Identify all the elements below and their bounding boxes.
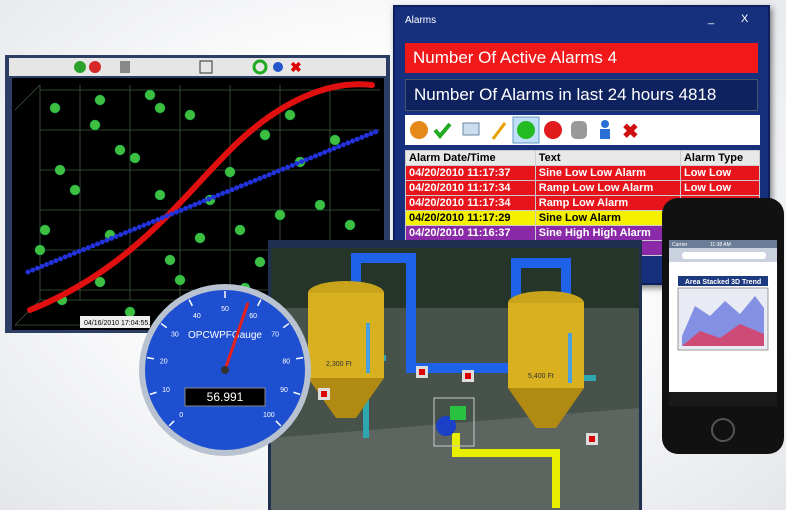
title-bar: Alarms _ X	[395, 7, 768, 37]
clock: 11:38 AM	[710, 242, 731, 248]
tank-level: 5,400 Ft	[528, 373, 554, 380]
gauge-tick-label: 10	[162, 387, 170, 394]
column-header: Text	[535, 151, 680, 166]
alarm-toolbar: ✖	[405, 115, 760, 145]
alarm-cell: Low Low	[680, 166, 759, 181]
column-header: Alarm Date/Time	[406, 151, 536, 166]
gauge-tick-label: 70	[271, 332, 279, 339]
phone: Carrier 11:38 AM Area Stacked 3D Trend	[660, 196, 786, 458]
alarm-cell: 04/20/2010 11:17:34	[406, 181, 536, 196]
motor	[450, 406, 466, 420]
column-header: Alarm Type	[680, 151, 759, 166]
gauge-tick-label: 60	[249, 313, 257, 320]
gauge-tick-label: 20	[160, 358, 168, 365]
alarm-cell: 04/20/2010 11:17:37	[406, 166, 536, 181]
gauge-value: 56.991	[207, 390, 244, 404]
window-icon[interactable]	[463, 123, 479, 135]
needle-hub	[221, 366, 229, 374]
toolbar	[9, 58, 386, 76]
alarm-cell: Ramp Low Low Alarm	[535, 181, 680, 196]
delete-icon[interactable]: ✖	[622, 121, 639, 143]
ack-icon[interactable]	[435, 124, 450, 136]
user-body	[600, 129, 610, 139]
alarm-cell: 04/20/2010 11:17:29	[406, 211, 536, 226]
process-view: 2,300 Ft 5,400 Ft	[266, 238, 644, 510]
gauge-tick-label: 50	[221, 306, 229, 313]
gauge: OPCWPFGauge 0 10 20 30 40 50 60 70 80 90 100 56.99…	[135, 282, 315, 462]
nav-bar	[669, 392, 777, 406]
gauge-tick-label: 40	[193, 313, 201, 320]
active-alarms-banner: Number Of Active Alarms 4	[405, 43, 758, 73]
alarm-cell: Ramp Low Alarm	[535, 196, 680, 211]
gauge-tick-label: 30	[171, 332, 179, 339]
close-button[interactable]: X	[741, 13, 748, 25]
green-icon[interactable]	[517, 121, 535, 139]
window-title: Alarms	[405, 15, 436, 26]
user-icon[interactable]	[601, 120, 609, 128]
minimize-button[interactable]: _	[708, 13, 714, 25]
gauge-tick-label: 80	[282, 358, 290, 365]
alarm-cell: Low Low	[680, 181, 759, 196]
gauge-title: OPCWPFGauge	[188, 330, 262, 341]
gauge-tick-label: 100	[263, 412, 275, 419]
svg-text:✖: ✖	[290, 59, 302, 75]
alarm-cell: Sine Low Alarm	[535, 211, 680, 226]
alarm-cell: 04/20/2010 11:17:34	[406, 196, 536, 211]
url-field[interactable]	[682, 252, 766, 259]
pencil-icon[interactable]	[493, 123, 505, 139]
red-icon[interactable]	[544, 121, 562, 139]
gauge-tick-label: 90	[280, 387, 288, 394]
db-icon[interactable]	[571, 121, 587, 139]
gauge-tick-label: 0	[179, 412, 183, 419]
phone-chart-title: Area Stacked 3D Trend	[685, 279, 761, 286]
alarm-cell: Sine Low Low Alarm	[535, 166, 680, 181]
tank-level: 2,300 Ft	[326, 361, 352, 368]
collage: ✖ 04/16/2010 17:04:55.000 Alarms _ X Num…	[0, 0, 786, 510]
alarm-count-banner: Number Of Alarms in last 24 hours 4818	[405, 79, 758, 111]
carrier: Carrier	[672, 242, 688, 248]
clock-icon[interactable]	[410, 121, 428, 139]
